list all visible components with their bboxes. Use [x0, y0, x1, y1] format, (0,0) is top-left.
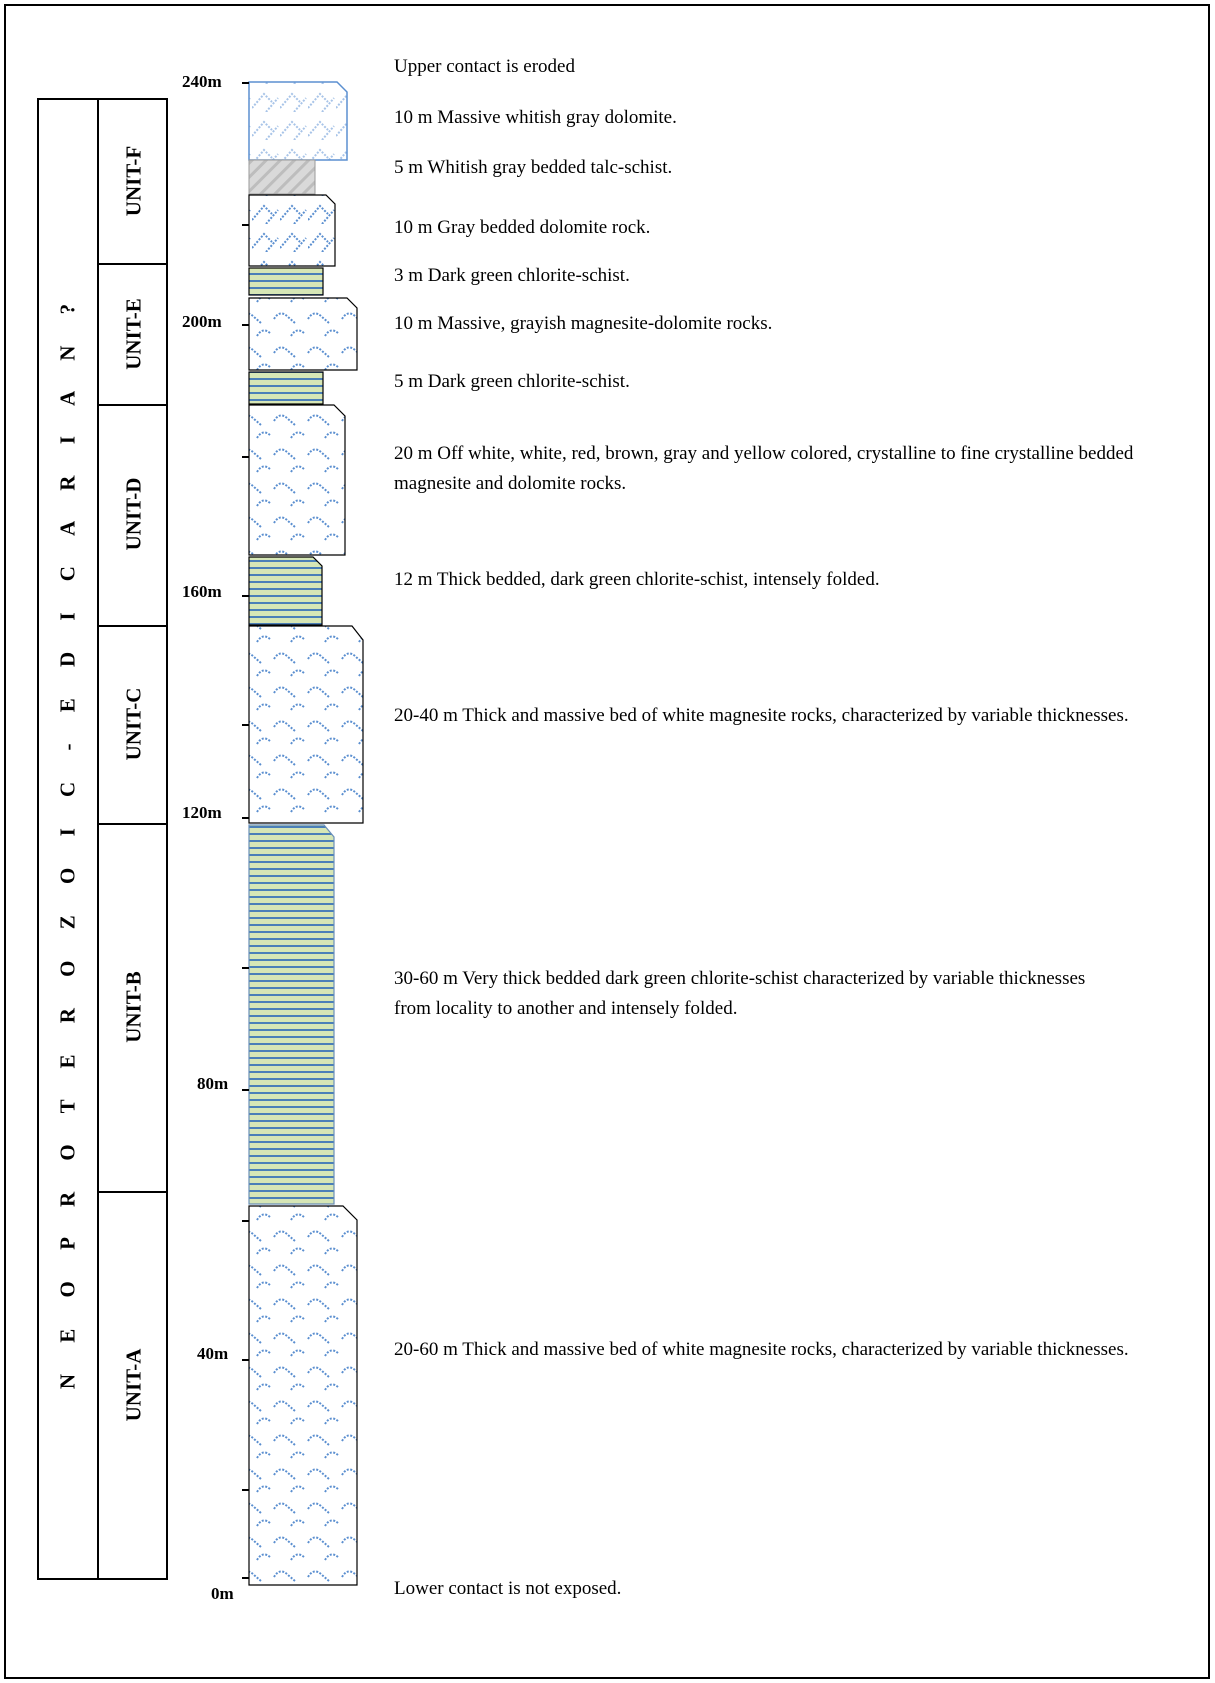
layer-bedded-magnesite-dolomite — [248, 404, 346, 556]
description-layer: 3 m Dark green chlorite-schist. — [394, 265, 630, 286]
depth-tick-label: 240m — [182, 72, 222, 91]
description-upper-contact: Upper contact is eroded — [394, 56, 575, 77]
unit-separator — [99, 1191, 168, 1193]
description-layer: 5 m Whitish gray bedded talc-schist. — [394, 157, 673, 178]
description-layer: 10 m Massive, grayish magnesite-dolomite… — [394, 313, 773, 334]
description-layer: 20 m Off white, white, red, brown, gray … — [394, 443, 1134, 494]
depth-tick-label: 80m — [197, 1074, 229, 1093]
layer-white-magnesite — [248, 1205, 358, 1586]
description-lower-contact: Lower contact is not exposed. — [394, 1578, 622, 1599]
layer-chlorite-schist-folded — [248, 556, 323, 626]
figure-frame — [4, 4, 1210, 1679]
unit-separator — [99, 263, 168, 265]
description-layer: 20-40 m Thick and massive bed of white m… — [394, 705, 1129, 726]
unit-separator — [99, 625, 168, 627]
era-column — [37, 98, 99, 1580]
layer-massive-whitish-dolomite — [248, 81, 348, 161]
unit-column — [99, 98, 168, 1580]
description-layer: 12 m Thick bedded, dark green chlorite-s… — [394, 569, 880, 590]
description-layer: 30-60 m Very thick bedded dark green chl… — [394, 968, 1086, 1019]
depth-tick-label: 40m — [197, 1344, 229, 1363]
depth-tick-label: 160m — [182, 582, 222, 601]
description-layer: 20-60 m Thick and massive bed of white m… — [394, 1339, 1129, 1360]
layer-chlorite-schist — [248, 371, 324, 405]
unit-separator — [99, 404, 168, 406]
depth-tick-label: 120m — [182, 803, 222, 822]
layer-white-magnesite — [248, 625, 364, 824]
depth-axis — [242, 82, 249, 1579]
depth-tick-label: 200m — [182, 312, 222, 331]
unit-separator — [99, 823, 168, 825]
depth-tick-label: 0m — [211, 1584, 234, 1603]
layer-magnesite-dolomite — [248, 297, 358, 371]
description-layer: 10 m Massive whitish gray dolomite. — [394, 107, 677, 128]
layer-chlorite-schist — [248, 267, 324, 296]
description-layer: 10 m Gray bedded dolomite rock. — [394, 217, 651, 238]
layer-gray-dolomite — [248, 194, 336, 267]
layer-talc-schist — [248, 159, 316, 195]
description-layer: 5 m Dark green chlorite-schist. — [394, 371, 630, 392]
layer-very-thick-chlorite-schist — [248, 824, 335, 1205]
